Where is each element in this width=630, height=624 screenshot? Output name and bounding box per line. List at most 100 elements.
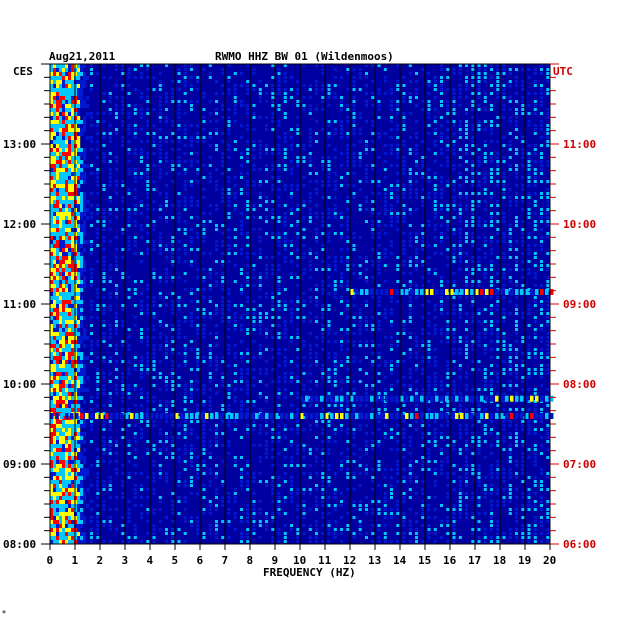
heat-cell xyxy=(340,100,343,103)
heat-cell xyxy=(165,448,168,451)
heat-cell xyxy=(471,68,475,71)
heat-cell xyxy=(77,184,81,188)
heat-cell xyxy=(402,432,406,435)
heat-cell xyxy=(102,224,106,227)
heat-cell xyxy=(227,396,231,399)
heat-cell xyxy=(121,372,125,375)
heat-cell xyxy=(108,228,112,231)
heat-cell xyxy=(440,152,443,155)
heat-cell xyxy=(71,408,75,412)
heat-cell xyxy=(471,224,475,227)
heat-cell xyxy=(68,116,72,120)
heat-cell xyxy=(96,176,100,179)
heat-cell xyxy=(71,240,75,244)
heat-cell xyxy=(377,264,381,267)
heat-cell xyxy=(452,444,456,447)
heat-cell xyxy=(408,452,412,455)
heat-cell xyxy=(59,436,63,440)
heat-cell xyxy=(158,156,162,159)
heat-cell xyxy=(321,68,325,71)
heat-cell xyxy=(233,252,237,255)
heat-cell xyxy=(446,208,450,211)
heat-cell xyxy=(227,120,231,123)
heat-cell xyxy=(277,284,281,287)
heat-cell xyxy=(327,164,331,167)
heat-cell xyxy=(53,376,57,380)
heat-cell xyxy=(471,100,475,103)
heat-cell xyxy=(490,124,493,127)
heat-cell xyxy=(59,276,63,280)
heat-cell xyxy=(390,196,393,199)
heat-cell xyxy=(515,204,518,207)
heat-cell xyxy=(121,136,125,139)
heat-cell xyxy=(158,244,162,247)
heat-cell xyxy=(283,64,287,67)
heat-cell xyxy=(502,256,506,259)
heat-cell xyxy=(452,332,456,335)
heat-cell xyxy=(59,136,63,140)
heat-cell xyxy=(471,236,475,239)
heat-cell xyxy=(221,372,225,375)
heat-cell xyxy=(53,208,57,212)
heat-cell xyxy=(308,196,312,199)
heat-cell xyxy=(140,172,143,175)
heat-cell xyxy=(196,360,200,363)
heat-cell xyxy=(371,80,375,83)
heat-cell xyxy=(515,352,518,355)
heat-cell xyxy=(102,256,106,259)
heat-cell xyxy=(227,392,231,395)
heat-cell xyxy=(146,340,150,343)
heat-cell xyxy=(68,232,72,236)
heat-cell xyxy=(540,160,543,163)
heat-cell xyxy=(202,388,206,391)
heat-cell xyxy=(365,256,368,259)
heat-cell xyxy=(152,324,156,327)
heat-cell xyxy=(177,296,181,299)
heat-cell xyxy=(546,324,550,327)
heat-cell xyxy=(108,344,112,347)
heat-cell xyxy=(315,360,318,363)
heat-cell xyxy=(440,76,443,79)
heat-cell xyxy=(96,260,100,263)
heat-cell xyxy=(340,260,343,263)
heat-cell xyxy=(146,392,150,395)
heat-cell xyxy=(227,168,231,171)
heat-cell xyxy=(152,376,156,379)
heat-cell xyxy=(265,200,268,203)
heat-cell xyxy=(108,112,112,115)
heat-cell xyxy=(233,324,237,327)
heat-cell xyxy=(502,272,506,275)
heat-cell xyxy=(302,216,306,219)
heat-cell xyxy=(190,180,193,183)
heat-cell xyxy=(477,68,481,71)
heat-cell xyxy=(146,440,150,443)
heat-cell xyxy=(171,312,175,315)
heat-cell xyxy=(402,240,406,243)
heat-cell xyxy=(115,264,118,267)
heat-cell xyxy=(202,312,206,315)
heat-cell xyxy=(471,220,475,223)
heat-cell xyxy=(68,316,72,320)
heat-cell xyxy=(65,264,69,268)
heat-cell xyxy=(115,316,118,319)
heat-cell xyxy=(83,80,87,84)
heat-cell xyxy=(327,156,331,159)
heat-cell xyxy=(121,228,125,231)
heat-cell xyxy=(377,304,381,307)
heat-cell xyxy=(80,360,84,364)
heat-cell xyxy=(427,456,431,459)
heat-cell xyxy=(102,64,106,67)
heat-cell xyxy=(77,252,81,256)
heat-cell xyxy=(533,348,537,351)
heat-cell xyxy=(71,444,75,448)
heat-cell xyxy=(377,116,381,119)
heat-cell xyxy=(165,120,168,123)
heat-cell xyxy=(465,260,468,263)
heat-cell xyxy=(321,84,325,87)
heat-cell xyxy=(158,344,162,347)
heat-cell xyxy=(527,152,531,155)
heat-cell xyxy=(74,216,78,220)
heat-cell xyxy=(71,108,75,112)
heat-cell xyxy=(59,432,63,436)
heat-cell xyxy=(490,260,493,263)
